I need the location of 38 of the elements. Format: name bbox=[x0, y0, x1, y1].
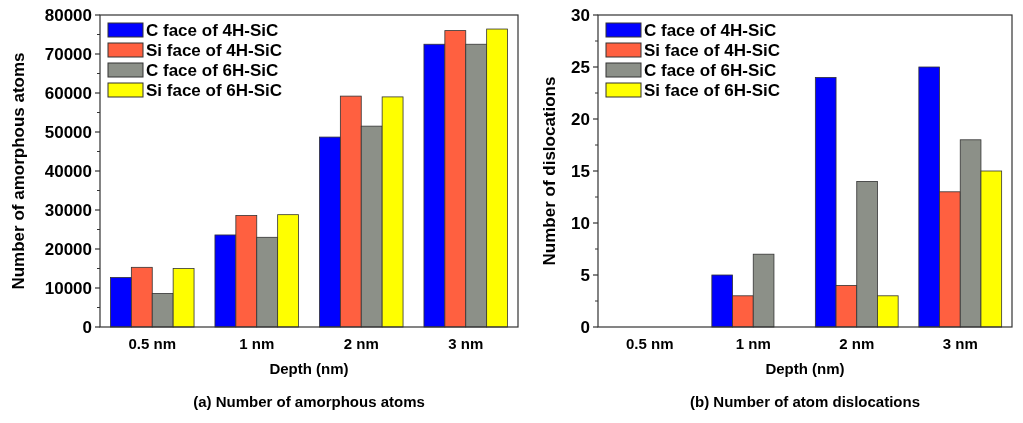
x-axis-title: Depth (nm) bbox=[269, 360, 349, 377]
y-tick-label: 25 bbox=[571, 57, 590, 77]
x-tick-label: 0.5 nm bbox=[128, 335, 177, 352]
text: (b) Number of atom dislocations bbox=[689, 393, 921, 410]
legend-label: C face of 6H-SiC bbox=[146, 60, 279, 80]
x-tick-label: 3 nm bbox=[942, 335, 978, 352]
text: (a) Number of amorphous atoms bbox=[193, 393, 425, 410]
legend-label: C face of 4H-SiC bbox=[644, 20, 777, 40]
x-tick-label: 3 nm bbox=[448, 335, 484, 352]
x-tick-label: 2 nm bbox=[839, 335, 875, 352]
legend-label: Si face of 6H-SiC bbox=[644, 80, 781, 100]
y-tick-label: 20000 bbox=[44, 239, 92, 259]
x-tick-label: 1 nm bbox=[735, 335, 771, 352]
y-axis-title: Number of dislocations bbox=[540, 76, 559, 266]
y-tick-label: 40000 bbox=[44, 161, 92, 181]
y-tick-label: 5 bbox=[580, 265, 590, 285]
y-tick-label: 10000 bbox=[44, 278, 92, 298]
y-tick-label: 70000 bbox=[44, 44, 92, 64]
y-tick-label: 15 bbox=[571, 161, 590, 181]
y-tick-label: 10 bbox=[571, 213, 590, 233]
y-tick-label: 60000 bbox=[44, 83, 92, 103]
x-axis-title: Depth (nm) bbox=[765, 360, 845, 377]
y-axis-title: Number of amorphous atoms bbox=[9, 52, 28, 290]
y-tick-label: 0 bbox=[580, 317, 590, 337]
legend-label: C face of 4H-SiC bbox=[146, 20, 279, 40]
y-tick-label: 30 bbox=[571, 5, 590, 25]
y-tick-label: 50000 bbox=[44, 122, 92, 142]
x-tick-label: 1 nm bbox=[239, 335, 275, 352]
legend-label: C face of 6H-SiC bbox=[644, 60, 777, 80]
y-tick-label: 20 bbox=[571, 109, 590, 129]
legend-label: Si face of 4H-SiC bbox=[644, 40, 781, 60]
legend-label: Si face of 4H-SiC bbox=[146, 40, 283, 60]
y-tick-label: 0 bbox=[82, 317, 92, 337]
legend-label: Si face of 6H-SiC bbox=[146, 80, 283, 100]
y-tick-label: 30000 bbox=[44, 200, 92, 220]
x-tick-label: 0.5 nm bbox=[625, 335, 674, 352]
x-tick-label: 2 nm bbox=[343, 335, 379, 352]
y-tick-label: 80000 bbox=[44, 5, 92, 25]
